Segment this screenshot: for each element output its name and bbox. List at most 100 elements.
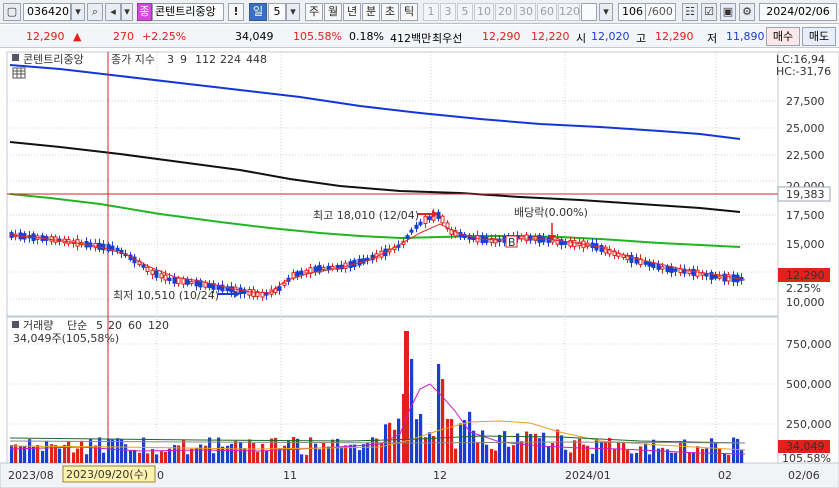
period-year-button[interactable]: 년 xyxy=(343,3,361,21)
volume-bar xyxy=(736,438,740,463)
candle xyxy=(220,284,225,292)
interval-10-button[interactable]: 10 xyxy=(474,3,494,21)
candle xyxy=(665,266,670,273)
checkbox-icon[interactable]: ☑ xyxy=(701,3,717,21)
price-tick-15000: 15,000 xyxy=(786,238,825,251)
sell-button[interactable]: 매도 xyxy=(802,27,836,46)
vol-ma-120-line xyxy=(9,440,746,444)
chart-settings-icon[interactable]: ☷ xyxy=(682,3,698,21)
vol-ma-60-label: 60 xyxy=(128,319,142,332)
candle xyxy=(607,248,612,255)
volume-bar xyxy=(111,439,115,463)
period-dropdown-icon[interactable]: ▾ xyxy=(286,3,300,21)
interval-3-button[interactable]: 3 xyxy=(440,3,456,21)
volume-bar xyxy=(50,444,54,463)
last-price-label: 12,290 xyxy=(786,269,825,282)
period-month-button[interactable]: 월 xyxy=(324,3,342,21)
warning-button[interactable]: ! xyxy=(228,3,244,21)
interval-dropdown-icon[interactable]: ▾ xyxy=(599,3,613,21)
volume-bar xyxy=(463,420,467,463)
price-tick-10000: 10,000 xyxy=(786,296,825,309)
volume-bar-peak xyxy=(404,331,409,463)
volume-bar xyxy=(314,443,318,463)
candle xyxy=(299,270,304,276)
volume-bar xyxy=(124,444,128,463)
gear-icon[interactable]: ⚙ xyxy=(739,3,755,21)
volume-bar xyxy=(600,442,604,463)
stock-name-field[interactable]: 콘텐트리중앙 xyxy=(152,3,224,21)
best-ask-price: 12,290 xyxy=(482,30,521,43)
date-field[interactable]: 2024/02/06 xyxy=(759,3,837,21)
volume-bar xyxy=(441,379,445,463)
candle xyxy=(159,273,164,279)
candle xyxy=(660,266,665,270)
vol-ma-20-line xyxy=(9,420,746,451)
candle xyxy=(691,268,696,276)
search-icon[interactable]: ⌕ xyxy=(87,3,103,21)
trade-amount: 412백만 xyxy=(390,32,432,45)
table-icon[interactable] xyxy=(12,67,26,79)
period-count-field[interactable]: 5 xyxy=(268,3,286,21)
stock-code-input[interactable]: 036420 xyxy=(23,3,71,21)
candle xyxy=(603,246,608,254)
period-tick-button[interactable]: 틱 xyxy=(400,3,418,21)
period-minute-button[interactable]: 분 xyxy=(362,3,380,21)
volume-bar xyxy=(397,418,401,463)
bar-count-field[interactable]: 106 xyxy=(618,3,646,21)
turnover-rate: 0.18% xyxy=(349,30,384,43)
interval-1-button[interactable]: 1 xyxy=(423,3,439,21)
volume-bar xyxy=(168,448,172,463)
candle xyxy=(106,244,111,252)
interval-60-button[interactable]: 60 xyxy=(537,3,557,21)
ma-3-label: 3 xyxy=(167,53,174,66)
volume-bar xyxy=(573,440,577,463)
volume-bar xyxy=(472,430,476,463)
volume-bar xyxy=(613,449,617,463)
candle xyxy=(405,235,410,239)
candle xyxy=(207,283,212,289)
volume-bar xyxy=(344,445,348,463)
interval-30-button[interactable]: 30 xyxy=(516,3,536,21)
sound-dropdown-icon[interactable]: ▾ xyxy=(121,3,133,21)
volume-bar xyxy=(503,431,507,463)
volume-bar xyxy=(41,450,45,463)
candle xyxy=(687,269,692,275)
save-icon[interactable]: ▣ xyxy=(720,3,736,21)
volume-bar xyxy=(67,441,71,463)
chart-type-icon[interactable]: ▢ xyxy=(3,3,21,21)
toolbar: ▢ 036420 ▾ ⌕ ◂ ▾ 종 콘텐트리중앙 ! 일 5 ▾ 주 월 년 … xyxy=(0,0,839,24)
volume-panel-menu-icon[interactable] xyxy=(12,321,19,328)
volume-bar xyxy=(190,448,194,463)
interval-5-button[interactable]: 5 xyxy=(457,3,473,21)
period-week-button[interactable]: 주 xyxy=(305,3,323,21)
sound-icon[interactable]: ◂ xyxy=(105,3,121,21)
candle xyxy=(524,234,529,242)
stock-chart[interactable]: 콘텐트리중앙 종가 지수 3 9 112 224 448 LC:16,94 HC… xyxy=(0,49,839,488)
volume-bar xyxy=(278,448,282,463)
candle xyxy=(282,282,287,286)
interval-custom-field[interactable] xyxy=(581,3,597,21)
code-dropdown-icon[interactable]: ▾ xyxy=(71,3,85,21)
candle xyxy=(695,269,700,277)
vol-ma-5-label: 5 xyxy=(96,319,103,332)
volume-bar xyxy=(221,446,225,463)
candle xyxy=(115,247,120,251)
candle xyxy=(612,250,617,256)
interval-20-button[interactable]: 20 xyxy=(495,3,515,21)
period-day-button[interactable]: 일 xyxy=(249,3,267,21)
interval-120-button[interactable]: 120 xyxy=(558,3,580,21)
volume-tick-750000: 750,000 xyxy=(786,338,832,351)
candle xyxy=(436,211,441,219)
candle xyxy=(154,270,159,278)
candle xyxy=(229,286,234,293)
quote-strip: 12,290 ▲ 270 +2.25% 34,049 105.58% 0.18%… xyxy=(0,25,839,48)
volume-bar xyxy=(283,445,287,463)
panel-menu-icon[interactable] xyxy=(12,54,19,61)
candle xyxy=(599,244,604,252)
volume-bar xyxy=(393,429,397,463)
buy-button[interactable]: 매수 xyxy=(766,27,800,46)
price-stock-label: 콘텐트리중앙 xyxy=(23,53,84,66)
period-second-button[interactable]: 초 xyxy=(381,3,399,21)
volume-bar xyxy=(648,454,652,463)
ma-9-line xyxy=(9,223,746,294)
